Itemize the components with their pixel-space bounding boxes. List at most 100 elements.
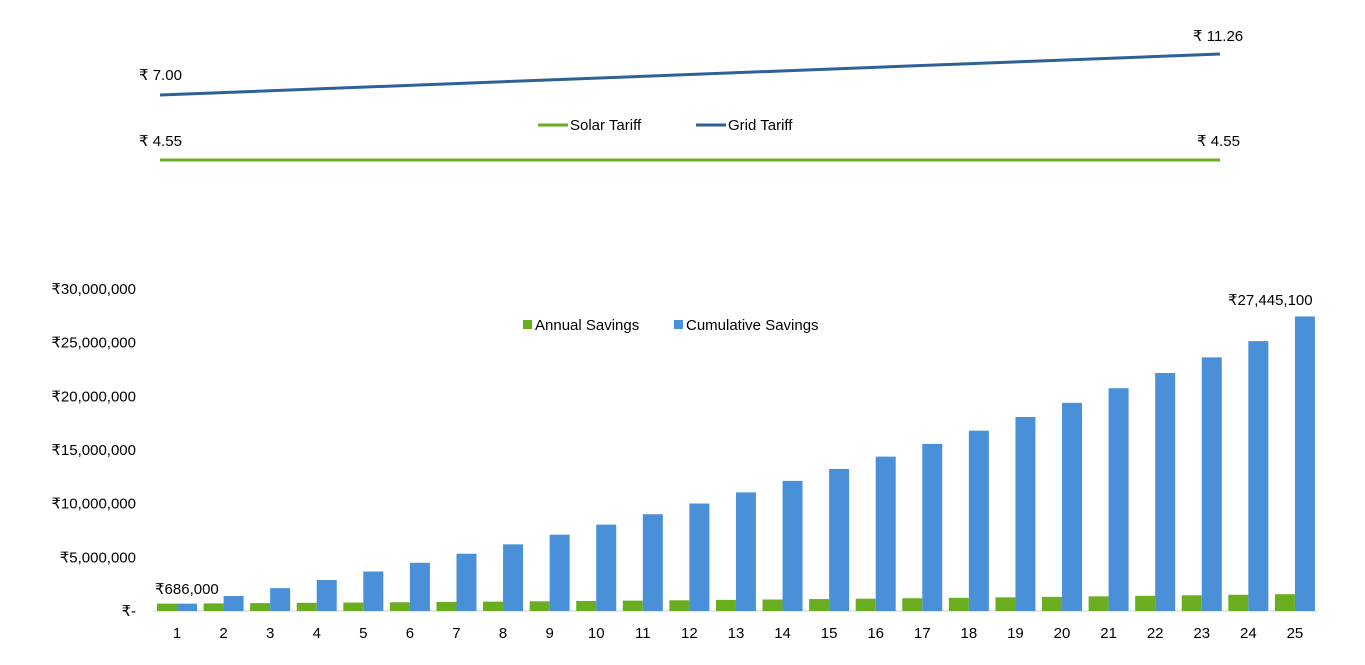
first-bar-data-label: ₹686,000 xyxy=(155,581,219,598)
annual-savings-bar xyxy=(1135,595,1156,611)
tariff-chart: ₹ 7.00 ₹ 11.26 ₹ 4.55 ₹ 4.55 Solar Tarif… xyxy=(139,28,1243,162)
x-tick-label: 19 xyxy=(1007,625,1024,642)
annual-savings-bar xyxy=(1274,594,1295,611)
bars xyxy=(157,316,1315,611)
legend-grid-label: Grid Tariff xyxy=(728,117,793,134)
annual-savings-bar xyxy=(995,597,1016,611)
x-tick-label: 1 xyxy=(173,625,181,642)
x-tick-label: 13 xyxy=(728,625,745,642)
x-tick-label: 14 xyxy=(774,625,791,642)
y-axis: ₹- ₹5,000,000 ₹10,000,000 ₹15,000,000 ₹20,00… xyxy=(51,281,136,620)
x-tick-label: 16 xyxy=(867,625,884,642)
cumulative-savings-bar xyxy=(409,562,430,611)
cumulative-savings-bar xyxy=(1062,402,1083,611)
x-tick-label: 8 xyxy=(499,625,507,642)
cumulative-savings-bar xyxy=(456,553,477,611)
x-tick-label: 4 xyxy=(313,625,321,642)
y-tick-label: ₹10,000,000 xyxy=(51,496,136,513)
annual-savings-bar xyxy=(622,600,643,611)
legend-annual-label: Annual Savings xyxy=(535,317,639,334)
cumulative-savings-bar xyxy=(782,480,803,611)
x-tick-label: 23 xyxy=(1193,625,1210,642)
savings-legend: Annual Savings Cumulative Savings xyxy=(523,317,819,334)
cumulative-savings-bar xyxy=(1201,357,1222,611)
annual-savings-bar xyxy=(1228,594,1249,611)
x-tick-label: 10 xyxy=(588,625,605,642)
x-tick-label: 17 xyxy=(914,625,931,642)
x-tick-label: 22 xyxy=(1147,625,1164,642)
y-tick-label: ₹- xyxy=(121,603,136,620)
x-tick-label: 9 xyxy=(545,625,553,642)
annual-savings-bar xyxy=(902,598,923,611)
cumulative-savings-bar xyxy=(689,503,710,611)
cumulative-savings-bar xyxy=(316,579,337,611)
y-tick-label: ₹25,000,000 xyxy=(51,335,136,352)
y-tick-label: ₹5,000,000 xyxy=(60,549,136,566)
annual-savings-bar xyxy=(948,597,969,611)
annual-savings-bar xyxy=(762,599,783,611)
grid-tariff-end-label: ₹ 11.26 xyxy=(1193,28,1243,45)
solar-tariff-end-label: ₹ 4.55 xyxy=(1197,133,1240,150)
x-tick-label: 11 xyxy=(635,625,651,642)
annual-savings-bar xyxy=(809,599,830,611)
x-axis: 1 2 3 4 5 6 7 8 9 10 11 12 13 14 15 16 17 18 19 20 21 22 23 24 2… xyxy=(173,625,1303,642)
savings-bar-chart: ₹- ₹5,000,000 ₹10,000,000 ₹15,000,000 ₹20,00… xyxy=(51,281,1318,642)
x-tick-label: 21 xyxy=(1100,625,1117,642)
cumulative-savings-bar xyxy=(875,456,896,611)
annual-savings-bar xyxy=(715,599,736,611)
cumulative-savings-bar xyxy=(829,468,850,611)
x-tick-label: 25 xyxy=(1287,625,1304,642)
x-tick-label: 18 xyxy=(961,625,978,642)
annual-savings-bar xyxy=(529,601,550,611)
solar-tariff-start-label: ₹ 4.55 xyxy=(139,133,182,150)
cumulative-savings-bar xyxy=(1108,388,1129,611)
x-tick-label: 20 xyxy=(1054,625,1071,642)
x-tick-label: 6 xyxy=(406,625,414,642)
last-bar-data-label: ₹27,445,100 xyxy=(1228,292,1313,309)
cumulative-savings-bar xyxy=(177,603,197,611)
cumulative-savings-bar xyxy=(596,524,617,611)
annual-savings-bar xyxy=(669,600,690,611)
cumulative-savings-bar xyxy=(270,588,291,611)
cumulative-savings-bar xyxy=(1248,341,1269,611)
cumulative-savings-bar xyxy=(549,534,570,611)
cumulative-savings-bar xyxy=(1155,373,1176,611)
cumulative-savings-bar xyxy=(735,492,756,611)
tariff-legend: Solar Tariff Grid Tariff xyxy=(538,117,793,134)
legend-solar-label: Solar Tariff xyxy=(570,117,642,134)
annual-savings-bar xyxy=(296,602,317,611)
annual-savings-bar xyxy=(483,601,504,611)
cumulative-savings-bar xyxy=(1015,416,1036,611)
x-tick-label: 24 xyxy=(1240,625,1257,642)
y-tick-label: ₹30,000,000 xyxy=(51,281,136,298)
cumulative-savings-bar xyxy=(223,596,244,611)
legend-annual-swatch xyxy=(523,320,532,329)
annual-savings-bar xyxy=(157,603,177,611)
cumulative-savings-bar xyxy=(1294,316,1315,611)
annual-savings-bar xyxy=(1181,595,1202,611)
x-tick-label: 3 xyxy=(266,625,274,642)
cumulative-savings-bar xyxy=(968,430,989,611)
x-tick-label: 12 xyxy=(681,625,698,642)
x-tick-label: 5 xyxy=(359,625,367,642)
cumulative-savings-bar xyxy=(642,514,663,611)
x-tick-label: 2 xyxy=(219,625,227,642)
annual-savings-bar xyxy=(250,603,271,611)
legend-cumulative-label: Cumulative Savings xyxy=(686,317,819,334)
y-tick-label: ₹20,000,000 xyxy=(51,388,136,405)
annual-savings-bar xyxy=(389,602,410,611)
annual-savings-bar xyxy=(203,603,224,611)
cumulative-savings-bar xyxy=(922,443,943,611)
annual-savings-bar xyxy=(576,600,597,611)
cumulative-savings-bar xyxy=(363,571,384,611)
x-tick-label: 15 xyxy=(821,625,838,642)
cumulative-savings-bar xyxy=(503,544,524,611)
y-tick-label: ₹15,000,000 xyxy=(51,442,136,459)
annual-savings-bar xyxy=(1088,596,1109,611)
grid-tariff-line xyxy=(159,52,1221,97)
annual-savings-bar xyxy=(436,601,457,611)
grid-tariff-start-label: ₹ 7.00 xyxy=(139,67,182,84)
x-tick-label: 7 xyxy=(452,625,460,642)
legend-cumulative-swatch xyxy=(674,320,683,329)
